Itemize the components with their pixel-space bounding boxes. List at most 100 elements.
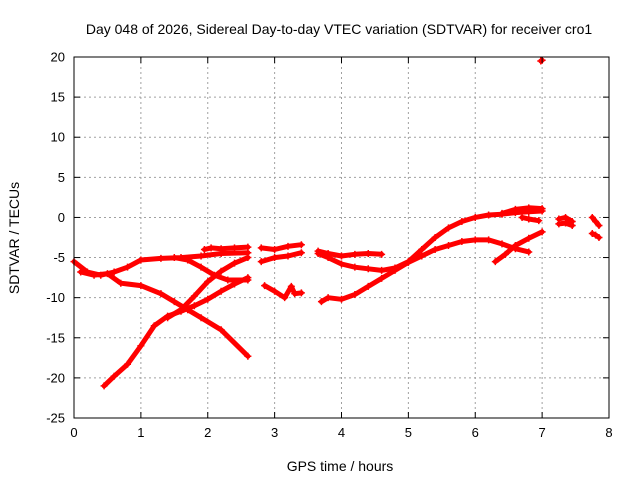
y-tick-label: -15	[46, 330, 65, 345]
data-point	[404, 258, 412, 266]
data-point	[217, 267, 225, 275]
data-point	[207, 244, 215, 252]
data-point	[338, 295, 345, 303]
data-point	[511, 205, 519, 213]
data-point	[485, 236, 493, 244]
data-point	[418, 246, 426, 254]
data-point	[177, 306, 185, 314]
y-tick-label: 10	[51, 130, 65, 145]
data-point	[271, 287, 279, 295]
data-point	[224, 276, 232, 284]
data-point	[364, 282, 372, 290]
data-point	[525, 215, 533, 223]
data-point	[217, 287, 225, 295]
data-point	[595, 234, 603, 241]
data-point	[190, 302, 198, 310]
y-axis-label: SDTVAR / TECUs	[6, 182, 22, 294]
y-tick-label: -25	[46, 411, 65, 426]
data-track	[555, 219, 576, 229]
data-point	[150, 322, 158, 330]
data-point	[568, 221, 576, 229]
data-point	[244, 243, 252, 251]
data-point	[351, 250, 359, 258]
data-point	[77, 268, 85, 276]
data-point	[157, 254, 165, 262]
data-point	[217, 245, 225, 253]
data-point	[284, 252, 292, 260]
data-track	[261, 282, 305, 302]
data-point	[117, 279, 125, 287]
data-point	[197, 314, 205, 322]
data-track	[77, 268, 252, 360]
data-point	[351, 290, 359, 298]
data-point	[538, 205, 546, 213]
data-point	[445, 242, 452, 250]
x-tick-label: 6	[472, 425, 479, 440]
data-point	[364, 250, 372, 258]
data-point	[257, 258, 265, 266]
x-tick-label: 8	[605, 425, 612, 440]
y-tick-label: 15	[51, 90, 65, 105]
data-point	[217, 326, 225, 334]
data-track	[588, 213, 603, 229]
data-track	[555, 213, 576, 225]
data-point	[518, 213, 526, 221]
data-point	[257, 244, 265, 252]
data-point	[324, 294, 332, 302]
data-point	[491, 258, 499, 266]
y-tick-label: 20	[51, 50, 65, 65]
data-point	[391, 266, 399, 274]
data-point	[137, 256, 145, 264]
data-point	[90, 271, 98, 279]
data-track	[588, 229, 603, 241]
data-track	[257, 249, 305, 266]
data-point	[338, 252, 345, 260]
y-tick-label: 5	[58, 170, 65, 185]
data-point	[204, 278, 212, 286]
data-point	[204, 295, 212, 303]
data-point	[538, 228, 546, 236]
data-point	[525, 204, 533, 212]
data-track	[491, 228, 546, 266]
x-tick-label: 2	[204, 425, 211, 440]
data-point	[555, 220, 563, 228]
data-point	[190, 292, 198, 300]
data-point	[244, 254, 252, 262]
y-tick-label: 0	[58, 210, 65, 225]
data-point	[231, 244, 238, 252]
data-point	[458, 238, 466, 246]
data-point	[271, 246, 279, 254]
data-point	[498, 209, 506, 217]
data-point	[297, 249, 305, 257]
x-axis-label: GPS time / hours	[287, 458, 394, 474]
data-point	[588, 213, 596, 221]
x-tick-label: 3	[271, 425, 278, 440]
data-point	[595, 221, 603, 229]
data-point	[378, 250, 386, 258]
data-point	[431, 246, 439, 254]
data-track-line	[258, 250, 304, 265]
data-point	[297, 241, 305, 249]
data-point	[231, 259, 238, 267]
data-point	[261, 282, 269, 290]
x-tick-label: 7	[539, 425, 546, 440]
data-point	[431, 234, 439, 241]
data-point	[351, 263, 359, 271]
axis-ticks: 0 1 2 3 4 5 6 7 8 -25 -20 -15 -10 -5 0 5 10 15 20	[46, 50, 612, 441]
data-point	[124, 360, 131, 368]
data-track	[170, 254, 252, 284]
data-track	[200, 243, 252, 254]
data-point	[291, 290, 299, 298]
data-point	[281, 294, 289, 302]
data-track-line	[499, 205, 545, 216]
data-point	[471, 236, 479, 244]
data-point	[110, 372, 118, 380]
data-point	[197, 252, 205, 260]
data-point	[501, 250, 509, 258]
data-point	[297, 289, 305, 297]
data-point	[485, 211, 493, 219]
data-point	[562, 219, 570, 227]
data-point	[137, 342, 145, 350]
